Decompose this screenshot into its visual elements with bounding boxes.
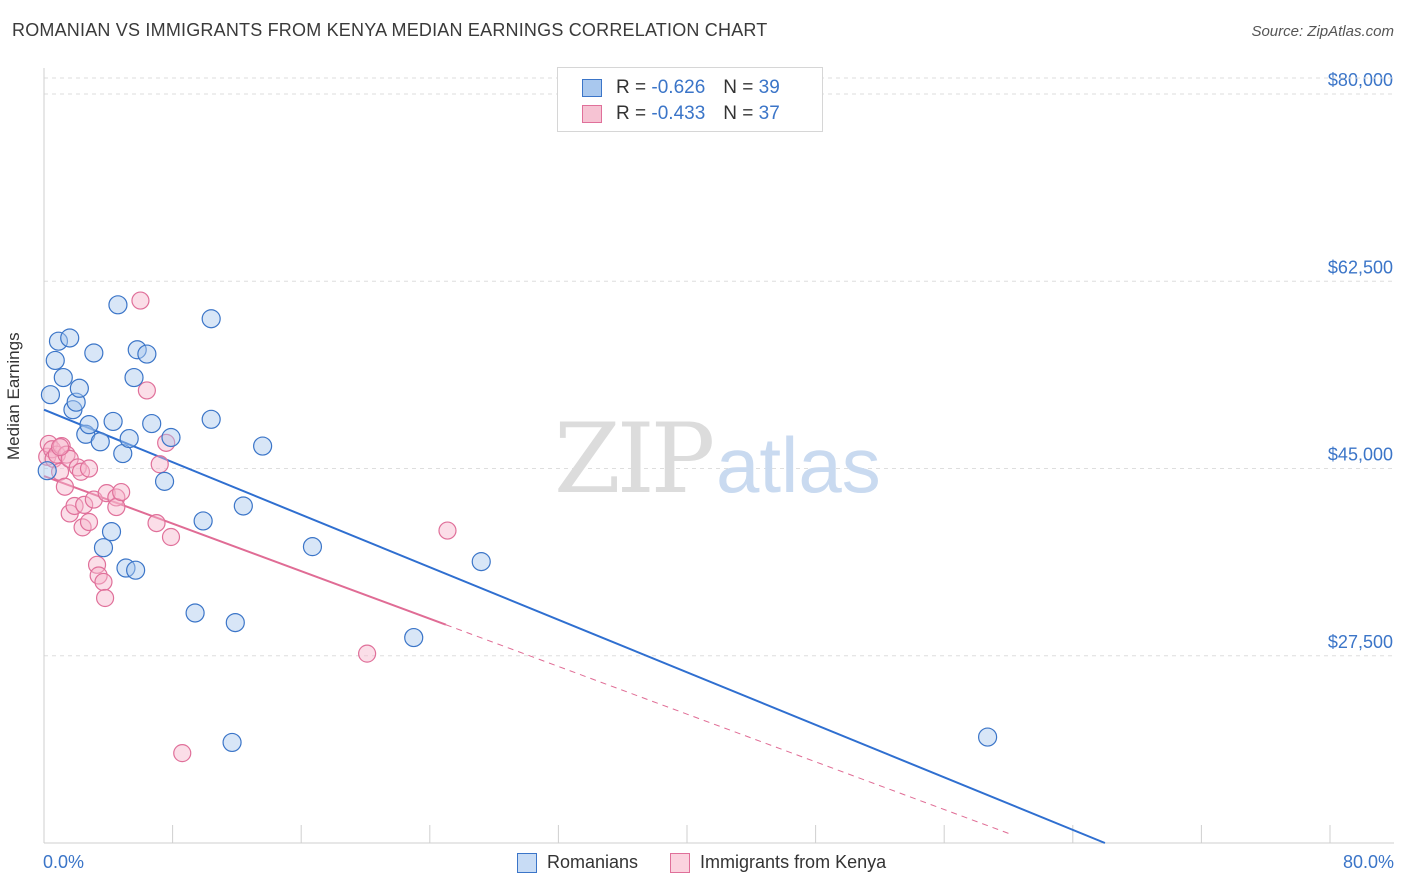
source-label: Source: ZipAtlas.com xyxy=(1251,23,1394,40)
x-axis-max-label: 80.0% xyxy=(1342,852,1394,872)
legend-n-value: 37 xyxy=(758,103,780,124)
series-legend: Romanians Immigrants from Kenya xyxy=(517,852,918,873)
legend-n-label: N = xyxy=(723,77,754,98)
point-kenya xyxy=(79,512,99,532)
point-romanians xyxy=(69,378,89,398)
y-axis-label: Median Earnings xyxy=(4,332,23,460)
legend-row-kenya: R = -0.433 N = 37 xyxy=(582,103,780,125)
y-tick-label: $27,500 xyxy=(1328,632,1393,652)
y-tick-label: $80,000 xyxy=(1328,70,1393,90)
legend-label-kenya: Immigrants from Kenya xyxy=(700,852,887,872)
point-romanians xyxy=(126,560,146,580)
point-romanians xyxy=(79,415,99,435)
legend-swatch-pink xyxy=(582,105,602,123)
point-kenya xyxy=(79,459,99,478)
point-kenya xyxy=(131,291,150,310)
point-kenya xyxy=(65,496,84,516)
point-kenya xyxy=(112,482,131,502)
point-kenya xyxy=(50,438,70,457)
point-kenya xyxy=(173,744,192,763)
legend-swatch-kenya xyxy=(670,852,691,873)
legend-r-value: -0.433 xyxy=(651,103,706,124)
legend-n-label: N = xyxy=(723,103,754,124)
chart-title: ROMANIAN VS IMMIGRANTS FROM KENYA MEDIAN… xyxy=(12,20,768,40)
point-romanians xyxy=(40,385,61,405)
point-romanians xyxy=(142,413,162,434)
point-kenya xyxy=(75,495,94,515)
point-romanians xyxy=(45,350,65,371)
watermark-zip: ZIP xyxy=(554,403,713,515)
point-romanians xyxy=(233,496,253,516)
correlation-legend: R = -0.626 N = 39 R = -0.433 N = 37 xyxy=(557,67,823,132)
point-romanians xyxy=(90,432,110,452)
point-romanians xyxy=(48,331,69,351)
point-kenya xyxy=(97,484,116,503)
trendline-romanians xyxy=(43,408,1106,844)
point-romanians xyxy=(137,344,157,364)
y-tick-label: $62,500 xyxy=(1328,257,1393,277)
legend-item-kenya[interactable]: Immigrants from Kenya xyxy=(670,852,886,873)
legend-item-romanians[interactable]: Romanians xyxy=(517,852,638,873)
point-romanians xyxy=(119,428,139,449)
point-romanians xyxy=(222,732,242,753)
legend-row-romanians: R = -0.626 N = 39 xyxy=(582,77,780,99)
point-kenya xyxy=(358,644,377,663)
point-romanians xyxy=(201,309,221,329)
x-axis-min-label: 0.0% xyxy=(43,852,85,872)
point-romanians xyxy=(253,436,273,456)
legend-n-value: 39 xyxy=(758,77,780,98)
point-kenya xyxy=(137,381,156,400)
point-kenya xyxy=(150,455,169,474)
point-romanians xyxy=(185,603,205,623)
point-romanians xyxy=(225,612,245,633)
point-romanians xyxy=(84,343,104,363)
legend-r-label: R = xyxy=(616,103,647,124)
point-romanians xyxy=(127,340,147,360)
point-romanians xyxy=(302,537,323,557)
point-kenya xyxy=(94,572,113,592)
point-romanians xyxy=(201,409,221,429)
point-romanians xyxy=(53,367,73,388)
y-tick-label: $45,000 xyxy=(1328,445,1393,465)
legend-r-label: R = xyxy=(616,77,647,98)
point-romanians xyxy=(124,367,144,388)
point-romanians xyxy=(471,552,491,572)
point-romanians xyxy=(101,522,122,542)
point-romanians xyxy=(404,627,424,648)
point-kenya xyxy=(147,513,166,533)
point-romanians xyxy=(108,295,128,315)
point-romanians xyxy=(60,328,80,348)
point-romanians xyxy=(193,511,213,531)
legend-r-value: -0.626 xyxy=(651,77,706,98)
point-romanians xyxy=(103,411,123,432)
legend-swatch-romanians xyxy=(517,852,537,873)
legend-label-romanians: Romanians xyxy=(547,852,639,872)
point-kenya xyxy=(107,488,126,507)
legend-swatch-blue xyxy=(582,79,602,97)
point-kenya xyxy=(161,527,181,547)
point-kenya xyxy=(95,588,115,608)
point-romanians xyxy=(93,538,114,558)
point-romanians xyxy=(978,727,998,747)
point-romanians xyxy=(37,461,57,481)
point-romanians xyxy=(161,427,181,448)
point-kenya xyxy=(55,477,74,496)
point-kenya xyxy=(438,521,457,540)
point-romanians xyxy=(154,471,175,491)
point-romanians xyxy=(116,558,136,578)
trendline-kenya-extension xyxy=(445,624,1009,834)
watermark-atlas: atlas xyxy=(716,421,881,509)
